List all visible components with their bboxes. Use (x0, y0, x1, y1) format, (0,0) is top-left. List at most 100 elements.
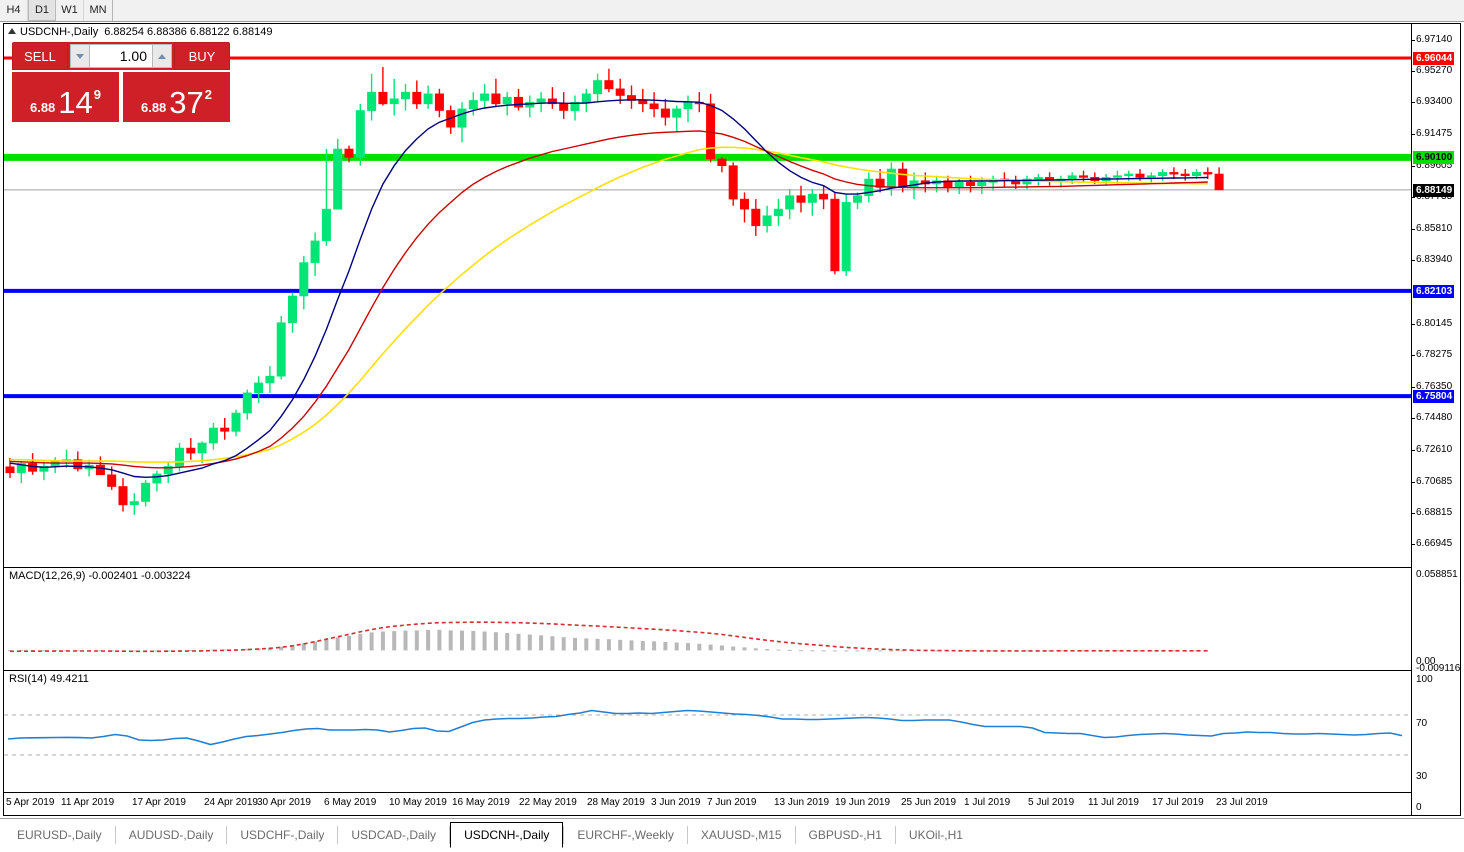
candle-body (1112, 175, 1122, 178)
date-axis-label: 17 Apr 2019 (132, 797, 186, 808)
price-scale-highlight-label: 6.82103 (1413, 285, 1455, 298)
candle-body (773, 208, 783, 217)
macd-bar (347, 635, 351, 651)
date-axis-label: 13 Jun 2019 (774, 797, 830, 808)
macd-scale-label: 0,00 (1416, 656, 1436, 667)
date-axis-label: 1 Jul 2019 (964, 797, 1011, 808)
candle-body (717, 158, 727, 166)
price-pane[interactable] (4, 24, 1412, 566)
macd-title: MACD(12,26,9) -0.002401 -0.003224 (9, 570, 191, 582)
candle-body (457, 108, 467, 128)
macd-bar (154, 650, 159, 652)
timeframe-w1-button[interactable]: W1 (56, 0, 84, 21)
volume-control: 1.00 (68, 42, 174, 70)
macd-bar (1138, 650, 1142, 652)
chart-tab-usdcnh--daily[interactable]: USDCNH-,Daily (450, 822, 564, 848)
one-click-trading-panel[interactable]: SELL 1.00 BUY 6.88 14 9 6.88 37 2 (12, 42, 230, 124)
macd-bar (1025, 650, 1029, 652)
buy-price-box[interactable]: 6.88 37 2 (123, 72, 230, 122)
macd-pane[interactable]: MACD(12,26,9) -0.002401 -0.003224 (4, 567, 1412, 668)
candle-body (807, 193, 817, 203)
macd-bar (493, 632, 498, 651)
candle-body (423, 93, 433, 105)
macd-bar (313, 641, 318, 651)
macd-bar (369, 632, 374, 651)
macd-bar (98, 650, 103, 652)
volume-increase-button[interactable] (152, 44, 172, 68)
macd-bar (573, 637, 577, 651)
chart-tab-ukoil--h1[interactable]: UKOil-,H1 (895, 822, 976, 848)
candle-body (16, 463, 26, 474)
price-scale-label: 6.70685 (1416, 476, 1453, 487)
macd-bar (448, 630, 453, 651)
timeframe-mn-button[interactable]: MN (84, 0, 112, 21)
candle-body (898, 168, 908, 188)
candle-body (220, 427, 230, 432)
top-toolbar: H4 D1 W1 MN (0, 0, 1464, 22)
chart-tab-gbpusd--h1[interactable]: GBPUSD-,H1 (795, 822, 895, 848)
tab-separator (226, 826, 228, 844)
macd-bar (719, 645, 724, 651)
macd-bar (595, 638, 600, 651)
chart-tab-usdcad--daily[interactable]: USDCAD-,Daily (338, 822, 450, 848)
candle-body (412, 91, 422, 105)
chart-tab-eurusd--daily[interactable]: EURUSD-,Daily (4, 822, 115, 848)
macd-bar (674, 642, 679, 651)
collapse-triangle-icon[interactable] (8, 28, 16, 35)
volume-decrease-button[interactable] (70, 44, 90, 68)
price-scale-label: 6.68815 (1416, 507, 1453, 518)
chart-window[interactable]: USDCNH-,Daily 6.88254 6.88386 6.88122 6.8… (3, 23, 1461, 816)
sell-price-box[interactable]: 6.88 14 9 (12, 72, 119, 122)
buy-button[interactable]: BUY (174, 42, 230, 70)
chart-tab-eurchf--weekly[interactable]: EURCHF-,Weekly (564, 822, 687, 848)
price-scale-label: 6.89605 (1416, 160, 1453, 171)
macd-bar (75, 650, 80, 652)
chart-tab-audusd--daily[interactable]: AUDUSD-,Daily (115, 822, 227, 848)
macd-bar (166, 650, 171, 652)
candle-body (310, 240, 320, 263)
macd-bar (324, 639, 329, 651)
candle-body (480, 93, 490, 101)
rsi-line (7, 709, 1403, 746)
timeframe-d1-button[interactable]: D1 (28, 0, 56, 21)
macd-bar (1171, 650, 1176, 652)
chart-symbol-label: USDCNH-,Daily (20, 26, 99, 38)
price-scale[interactable]: 6.971406.952706.934006.914756.896056.877… (1411, 24, 1460, 815)
rsi-pane[interactable]: RSI(14) 49.4211 (4, 670, 1412, 794)
macd-bar (380, 631, 385, 651)
candle-body (468, 100, 478, 110)
macd-bar (787, 649, 792, 651)
candle-body (1180, 173, 1190, 177)
scale-tick (1412, 166, 1415, 167)
macd-bar (878, 650, 883, 652)
chart-tab-usdchf--daily[interactable]: USDCHF-,Daily (227, 822, 338, 848)
scale-tick (1412, 40, 1415, 41)
macd-bar (335, 637, 340, 651)
sell-button[interactable]: SELL (12, 42, 68, 70)
candle-body (762, 215, 772, 227)
timeframe-h4-button[interactable]: H4 (0, 0, 28, 21)
price-scale-highlight-label: 6.75804 (1413, 390, 1455, 403)
chart-tab-xauusd--m15[interactable]: XAUUSD-,M15 (687, 822, 795, 848)
candle-body (672, 108, 682, 118)
date-axis-label: 7 Jun 2019 (707, 797, 757, 808)
scale-tick (1412, 387, 1415, 388)
candle-body (265, 375, 275, 384)
rsi-scale-label: 70 (1416, 718, 1428, 729)
volume-input[interactable]: 1.00 (90, 44, 152, 68)
chart-tab-strip[interactable]: EURUSD-,Daily AUDUSD-,Daily USDCHF-,Daily U… (0, 818, 1464, 852)
candle-body (163, 466, 173, 475)
chart-ohlc-values: 6.88254 6.88386 6.88122 6.88149 (104, 26, 273, 38)
chevron-down-icon (76, 53, 84, 59)
macd-bar (527, 634, 532, 651)
candle-body (276, 322, 286, 377)
moving-average-line (10, 146, 1208, 463)
scale-tick (1412, 482, 1415, 483)
macd-bar (245, 648, 250, 651)
macd-bar (1194, 650, 1199, 652)
scale-tick (1412, 102, 1415, 103)
chevron-up-icon (158, 53, 166, 59)
timeframe-group: H4 D1 W1 MN (0, 0, 113, 21)
price-scale-label: 6.93400 (1416, 96, 1453, 107)
date-axis-label: 3 Jun 2019 (651, 797, 701, 808)
